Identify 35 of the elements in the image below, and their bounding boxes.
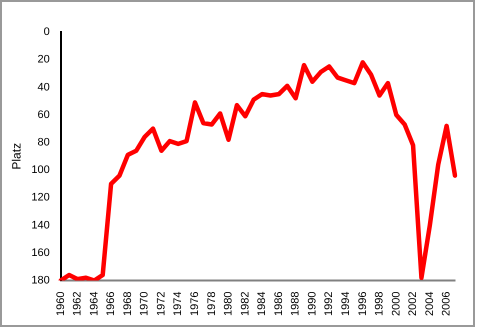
- x-tick-label: 1980: [222, 292, 235, 316]
- y-tick-label: 40: [38, 81, 50, 94]
- x-tick-label: 1996: [356, 292, 369, 316]
- x-tick-label: 1982: [239, 292, 252, 316]
- x-tick-label: 1986: [272, 292, 285, 316]
- x-tick-label: 1968: [122, 292, 134, 316]
- x-tick-label: 1966: [105, 292, 118, 316]
- y-tick-label: 60: [38, 108, 50, 121]
- x-tick-label: 1964: [88, 292, 100, 316]
- x-tick-label: 1998: [374, 292, 386, 316]
- y-axis-title: Platz: [10, 142, 24, 170]
- x-tick-label: 1974: [172, 292, 184, 316]
- x-tick-label: 1970: [138, 292, 151, 316]
- y-tick-label: 80: [38, 136, 50, 148]
- x-tick-label: 1976: [188, 292, 201, 316]
- x-tick-label: 1994: [340, 292, 352, 316]
- y-tick-label: 160: [31, 246, 50, 259]
- y-tick-label: 140: [31, 219, 50, 232]
- x-tick-label: 2006: [440, 292, 453, 316]
- x-tick-label: 1962: [72, 292, 84, 316]
- x-tick-label: 1992: [323, 292, 336, 316]
- x-tick-label: 1972: [155, 292, 168, 316]
- x-tick-label: 2000: [390, 292, 402, 316]
- y-tick-label: 100: [31, 164, 50, 176]
- y-tick-label: 20: [38, 54, 50, 66]
- x-tick-label: 1984: [256, 292, 268, 316]
- x-tick-label: 1978: [206, 292, 218, 316]
- y-tick-label: 0: [44, 26, 50, 38]
- x-tick-label: 1988: [290, 292, 302, 316]
- x-tick-label: 2004: [424, 292, 436, 316]
- y-tick-label: 180: [31, 274, 50, 287]
- x-tick-label: 1960: [54, 292, 67, 316]
- x-tick-label: 1990: [306, 292, 318, 316]
- y-tick-label: 120: [31, 192, 50, 204]
- x-tick-label: 2002: [407, 292, 420, 316]
